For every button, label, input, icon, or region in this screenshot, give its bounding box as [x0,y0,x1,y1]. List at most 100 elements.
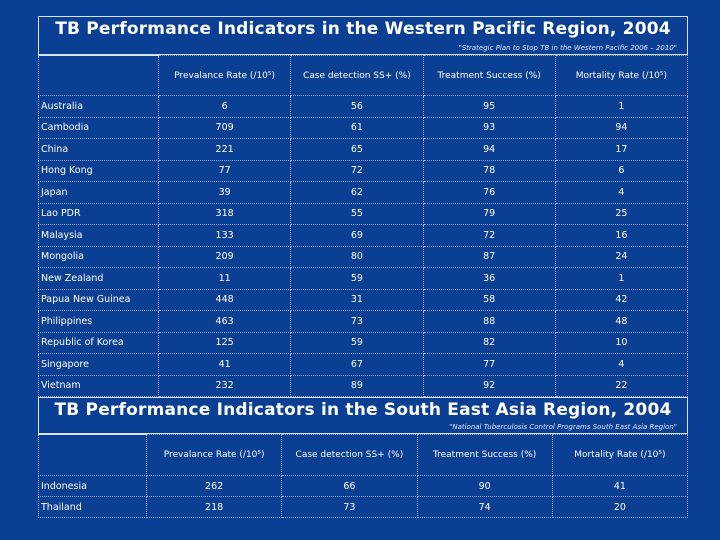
table-row: Mongolia 209 80 87 24 [38,245,689,268]
table-row: New Zealand 11 59 36 1 [38,267,689,290]
cell-treatment-success: 58 [422,288,556,311]
cell-country: Philippines [38,310,159,333]
table-row: Japan 39 62 76 4 [38,181,689,204]
cell-case-detection: 73 [281,496,418,518]
cell-prevalence: 218 [145,496,283,518]
header-cell-blank [38,434,147,476]
header-prevalence: Prevalance Rate (/10⁵) [157,55,292,96]
header-case-detection: Case detection SS+ (%) [281,434,418,476]
cell-prevalence: 709 [157,116,292,139]
cell-mortality: 4 [554,353,689,376]
table-row: Indonesia 262 66 90 41 [38,475,689,497]
cell-case-detection: 89 [290,374,424,397]
section-source: "Strategic Plan to Stop TB in the Wester… [458,44,677,52]
table-body: Australia 6 56 95 1 Cambodia 709 61 93 94 China 221… [38,95,689,397]
cell-treatment-success: 90 [416,475,553,497]
section-banner-south-east-asia: TB Performance Indicators in the South E… [38,397,688,434]
cell-prevalence: 232 [157,374,292,397]
cell-country: Republic of Korea [38,331,159,354]
table-row: Papua New Guinea 448 31 58 42 [38,288,689,311]
cell-case-detection: 80 [290,245,424,268]
cell-prevalence: 77 [157,159,292,182]
cell-treatment-success: 78 [422,159,556,182]
cell-country: Japan [38,181,159,204]
cell-country: New Zealand [38,267,159,290]
cell-mortality: 10 [554,331,689,354]
cell-mortality: 22 [554,374,689,397]
cell-case-detection: 59 [290,267,424,290]
cell-treatment-success: 74 [416,496,553,518]
cell-treatment-success: 79 [422,202,556,225]
cell-prevalence: 125 [157,331,292,354]
cell-case-detection: 61 [290,116,424,139]
cell-case-detection: 69 [290,224,424,247]
cell-country: Lao PDR [38,202,159,225]
section-title: TB Performance Indicators in the Western… [55,19,671,39]
cell-country: Singapore [38,353,159,376]
cell-country: Vietnam [38,374,159,397]
cell-prevalence: 209 [157,245,292,268]
cell-mortality: 6 [554,159,689,182]
data-table-south-east-asia: Prevalance Rate (/10⁵) Case detection SS… [38,434,689,518]
cell-treatment-success: 77 [422,353,556,376]
header-prevalence: Prevalance Rate (/10⁵) [145,434,283,476]
cell-prevalence: 41 [157,353,292,376]
cell-case-detection: 31 [290,288,424,311]
cell-mortality: 94 [554,116,689,139]
cell-mortality: 1 [554,267,689,290]
table-body: Indonesia 262 66 90 41 Thailand 218 73 74 20 [38,475,689,518]
table-row: Hong Kong 77 72 78 6 [38,159,689,182]
cell-prevalence: 221 [157,138,292,161]
table-row: Singapore 41 67 77 4 [38,353,689,376]
header-mortality: Mortality Rate (/10⁵) [554,55,689,96]
cell-mortality: 41 [551,475,689,497]
cell-mortality: 42 [554,288,689,311]
table-row: China 221 65 94 17 [38,138,689,161]
cell-country: Thailand [38,496,147,518]
cell-country: Australia [38,95,159,118]
table-row: Philippines 463 73 88 48 [38,310,689,333]
cell-case-detection: 66 [281,475,418,497]
cell-country: Papua New Guinea [38,288,159,311]
cell-treatment-success: 87 [422,245,556,268]
section-title: TB Performance Indicators in the South E… [54,400,672,420]
cell-case-detection: 72 [290,159,424,182]
table-row: Thailand 218 73 74 20 [38,496,689,518]
cell-case-detection: 73 [290,310,424,333]
cell-mortality: 48 [554,310,689,333]
cell-treatment-success: 88 [422,310,556,333]
cell-mortality: 25 [554,202,689,225]
header-cell-blank [38,55,159,96]
table-row: Malaysia 133 69 72 16 [38,224,689,247]
table-row: Lao PDR 318 55 79 25 [38,202,689,225]
cell-case-detection: 65 [290,138,424,161]
cell-prevalence: 463 [157,310,292,333]
cell-country: Indonesia [38,475,147,497]
cell-mortality: 20 [551,496,689,518]
cell-country: Mongolia [38,245,159,268]
cell-prevalence: 448 [157,288,292,311]
table-row: Republic of Korea 125 59 82 10 [38,331,689,354]
cell-case-detection: 59 [290,331,424,354]
cell-treatment-success: 93 [422,116,556,139]
cell-treatment-success: 72 [422,224,556,247]
cell-prevalence: 318 [157,202,292,225]
section-banner-western-pacific: TB Performance Indicators in the Western… [38,16,688,55]
cell-treatment-success: 82 [422,331,556,354]
header-mortality: Mortality Rate (/10⁵) [551,434,689,476]
cell-treatment-success: 76 [422,181,556,204]
cell-mortality: 16 [554,224,689,247]
table-header-row: Prevalance Rate (/10⁵) Case detection SS… [38,434,689,476]
table-row: Cambodia 709 61 93 94 [38,116,689,139]
cell-prevalence: 11 [157,267,292,290]
cell-country: Cambodia [38,116,159,139]
cell-treatment-success: 92 [422,374,556,397]
cell-prevalence: 133 [157,224,292,247]
cell-country: Hong Kong [38,159,159,182]
cell-case-detection: 56 [290,95,424,118]
cell-prevalence: 6 [157,95,292,118]
cell-case-detection: 67 [290,353,424,376]
cell-mortality: 4 [554,181,689,204]
table-row: Australia 6 56 95 1 [38,95,689,118]
